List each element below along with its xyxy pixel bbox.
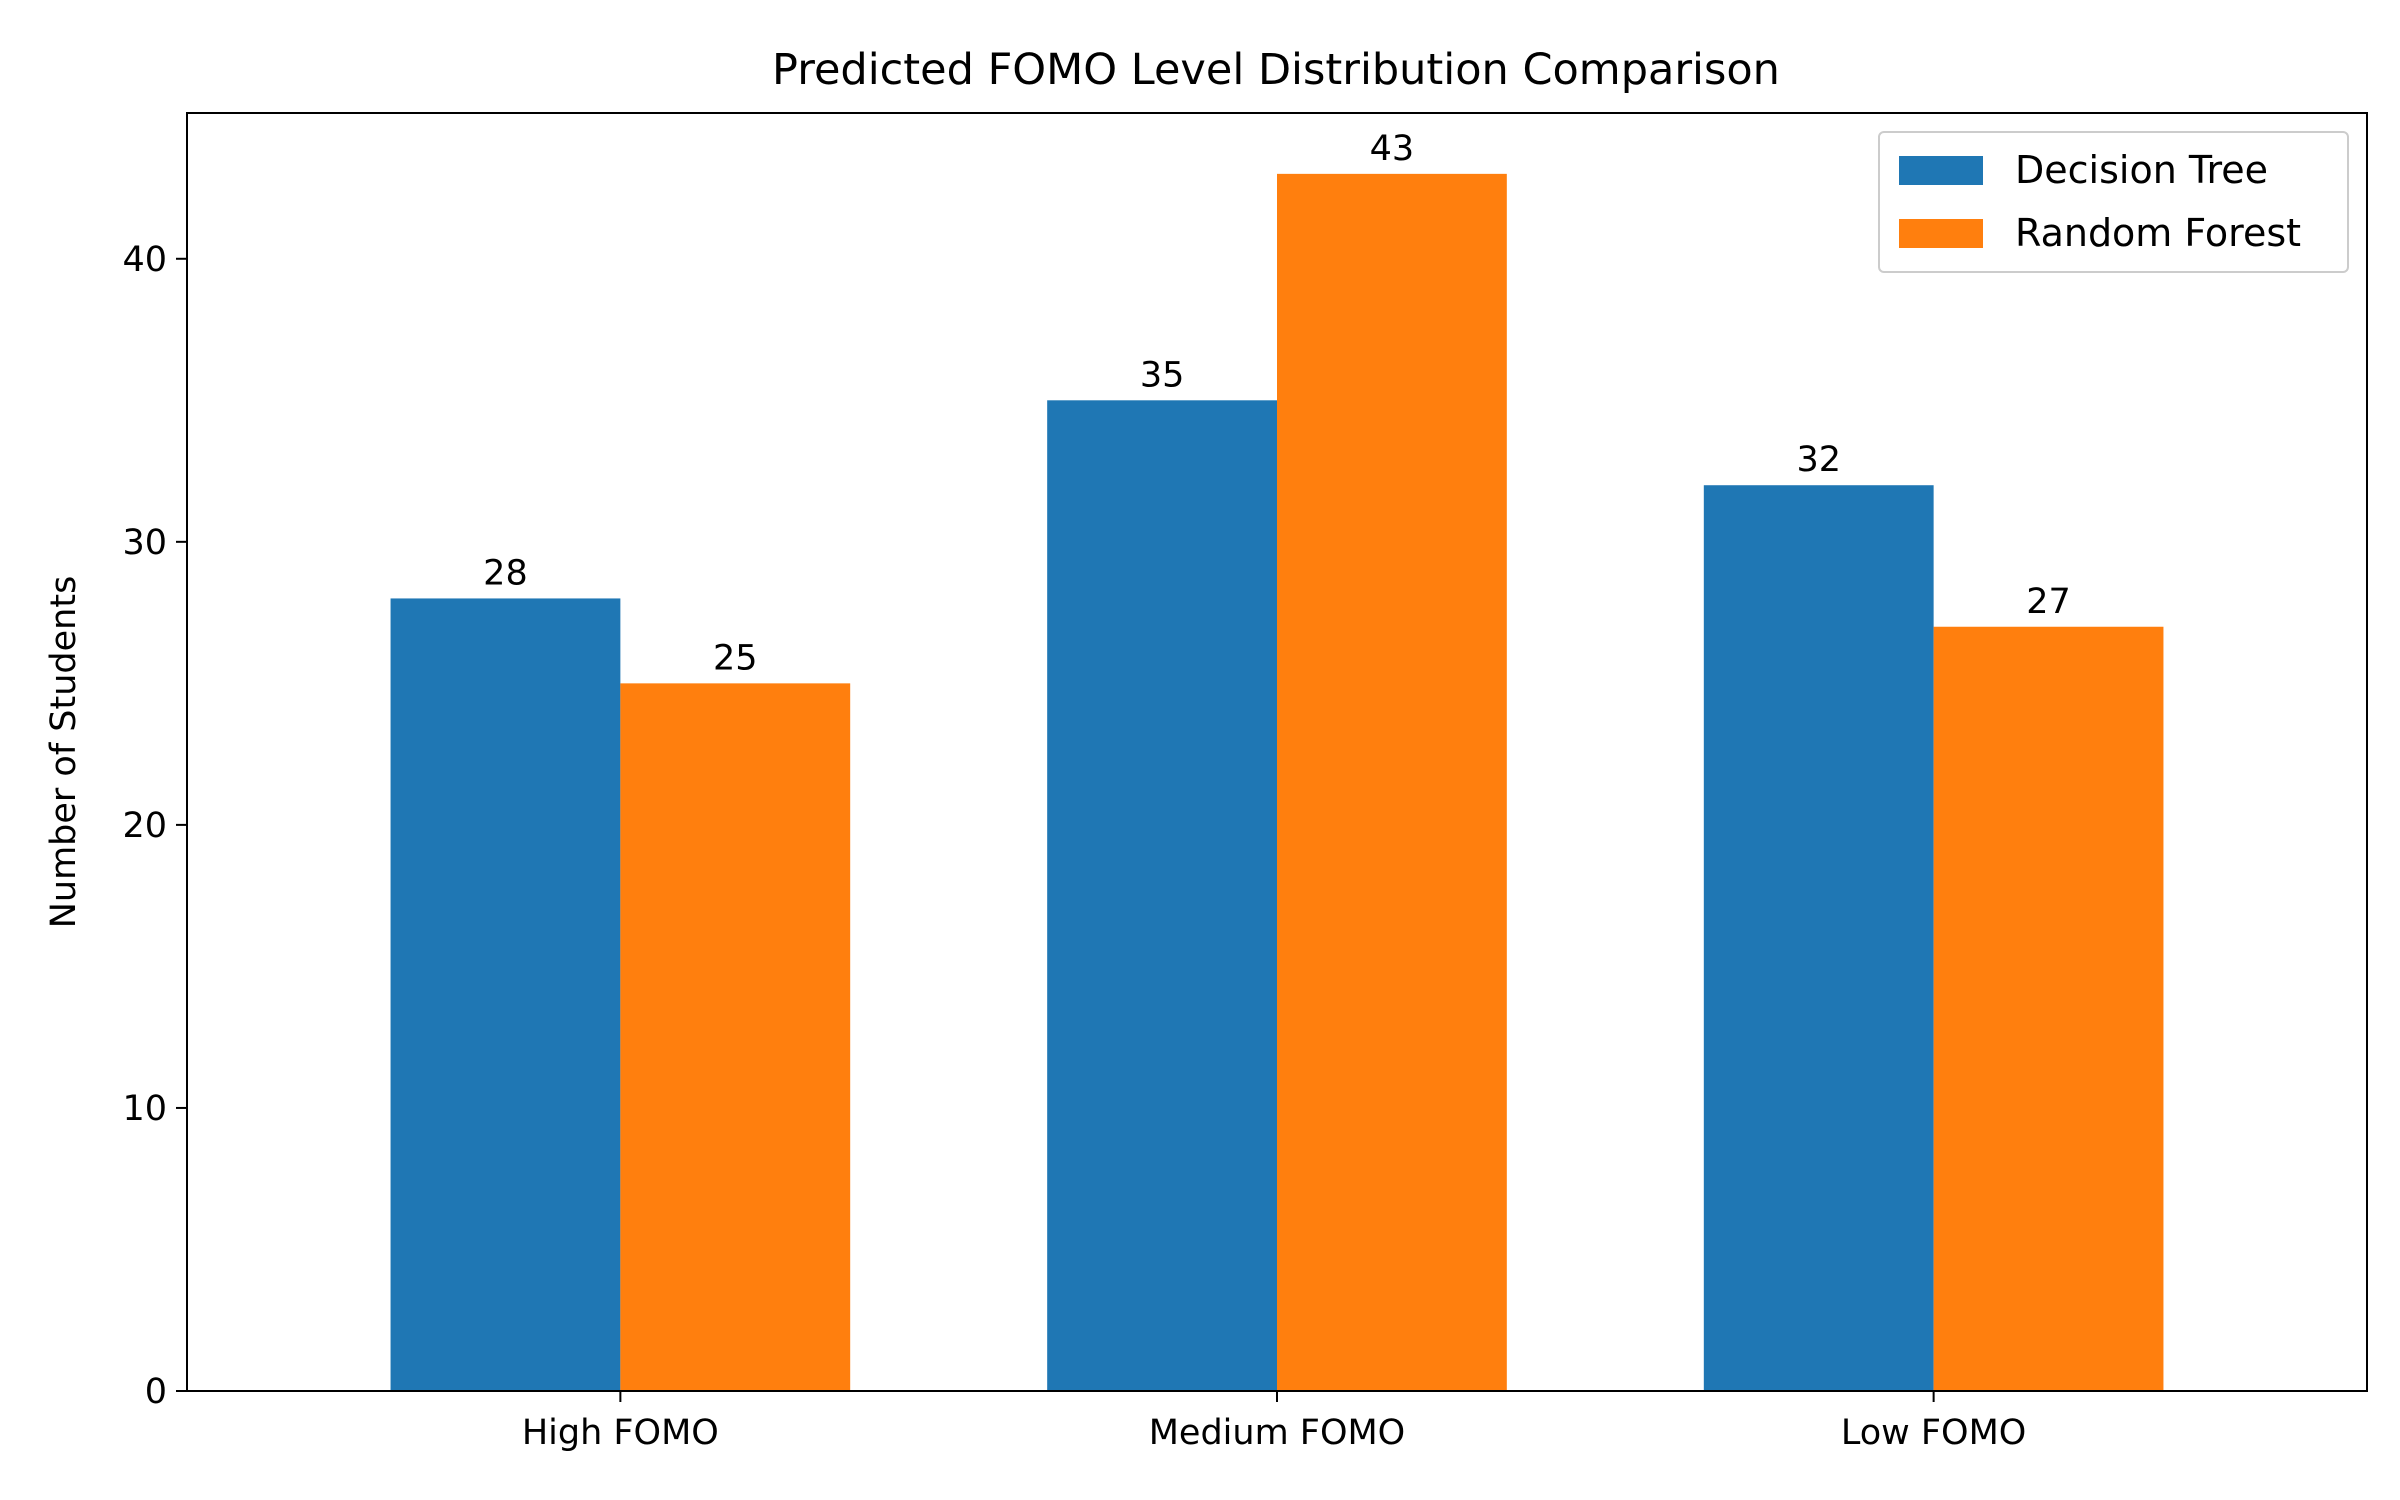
chart-title: Predicted FOMO Level Distribution Compar… xyxy=(772,45,1780,95)
y-tick-label: 30 xyxy=(122,523,167,563)
bar-random-forest-low-fomo xyxy=(1933,626,2164,1391)
data-label: 43 xyxy=(1370,129,1415,169)
y-tick-label: 0 xyxy=(145,1372,167,1412)
bar-random-forest-medium-fomo xyxy=(1277,173,1507,1392)
y-axis-label: Number of Students xyxy=(44,576,84,929)
x-tick-label: Medium FOMO xyxy=(1149,1413,1406,1453)
bar-decision-tree-low-fomo xyxy=(1703,485,1934,1392)
legend-label: Decision Tree xyxy=(2015,148,2268,192)
data-label: 32 xyxy=(1796,440,1841,480)
y-axis-ticks: 0 10 20 30 40 xyxy=(122,240,187,1412)
y-tick-label: 10 xyxy=(122,1089,167,1129)
y-tick-label: 20 xyxy=(122,806,167,846)
legend-label: Random Forest xyxy=(2015,211,2301,255)
x-tick-label: Low FOMO xyxy=(1841,1413,2026,1453)
data-label: 28 xyxy=(483,553,528,593)
legend: Decision Tree Random Forest xyxy=(1878,131,2349,273)
x-axis-ticks: High FOMO Medium FOMO Low FOMO xyxy=(522,1391,2026,1453)
bar-random-forest-high-fomo xyxy=(620,683,851,1391)
plot-area-frame xyxy=(186,112,2368,1392)
y-tick-label: 40 xyxy=(122,240,167,280)
legend-swatch-decision-tree xyxy=(1899,156,1983,185)
data-label: 35 xyxy=(1140,355,1185,395)
data-label: 27 xyxy=(2026,582,2071,622)
x-tick-label: High FOMO xyxy=(522,1413,719,1453)
bar-decision-tree-medium-fomo xyxy=(1047,400,1277,1391)
legend-swatch-random-forest xyxy=(1899,219,1983,248)
legend-box xyxy=(1878,131,2349,273)
bars-group xyxy=(390,173,2164,1392)
bar-decision-tree-high-fomo xyxy=(390,598,621,1391)
data-labels-group: 28 35 32 25 43 27 xyxy=(483,129,2071,678)
data-label: 25 xyxy=(713,638,758,678)
